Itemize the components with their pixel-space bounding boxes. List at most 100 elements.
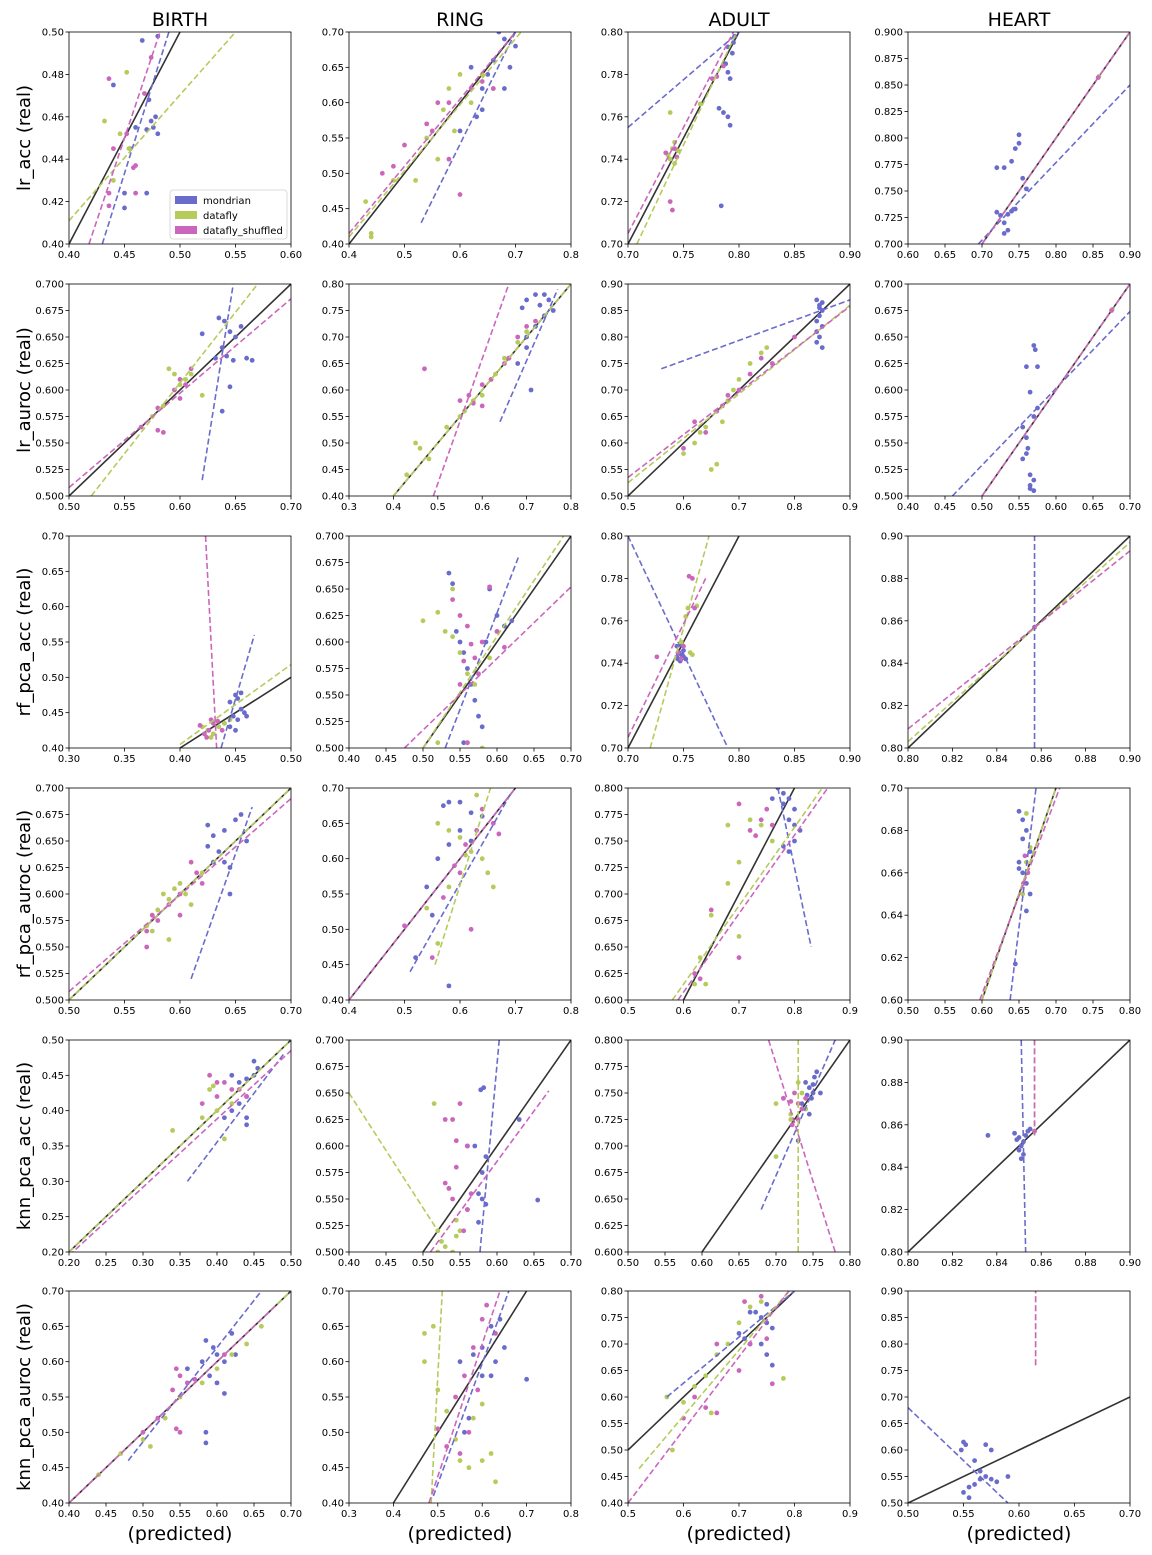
y-tick-label: 0.550	[315, 1195, 344, 1206]
point-datafly	[155, 907, 161, 913]
point-datafly	[708, 467, 714, 472]
point-mondrian	[235, 717, 241, 723]
point-datafly	[214, 1366, 220, 1372]
x-tick-label: 0.40	[169, 754, 191, 765]
point-datafly	[148, 1444, 153, 1449]
point-datafly	[229, 1101, 235, 1106]
y-tick-label: 0.575	[874, 412, 903, 423]
point-datafly_shuffled	[466, 1429, 472, 1435]
fit-line-datafly	[179, 663, 291, 746]
point-mondrian	[227, 724, 233, 730]
point-mondrian	[203, 1429, 209, 1435]
y-tick-label: 0.50	[322, 439, 344, 450]
fit-line-datafly	[349, 1092, 439, 1232]
point-mondrian	[1014, 1137, 1020, 1143]
x-tick-label: 0.45	[375, 754, 397, 765]
point-mondrian	[446, 983, 452, 989]
point-datafly_shuffled	[799, 1106, 805, 1112]
x-tick-label: 0.60	[280, 250, 302, 261]
point-datafly	[177, 881, 183, 886]
y-tick-label: 0.600	[594, 1248, 623, 1259]
point-mondrian	[764, 1301, 770, 1307]
y-tick-label: 0.40	[322, 996, 344, 1007]
point-mondrian	[450, 581, 455, 587]
point-datafly_shuffled	[681, 445, 686, 451]
point-mondrian	[185, 1366, 190, 1372]
plot-area	[701, 1040, 850, 1252]
point-mondrian	[988, 1447, 994, 1453]
point-datafly	[670, 1447, 675, 1453]
y-tick-label: 0.65	[42, 567, 64, 578]
point-datafly	[183, 891, 188, 897]
fit-line-mondrian	[444, 554, 520, 748]
x-tick-label: 0.50	[58, 1006, 80, 1017]
point-datafly	[435, 740, 441, 746]
point-mondrian	[153, 114, 158, 120]
y-tick-label: 0.80	[322, 280, 344, 291]
point-datafly	[446, 86, 452, 91]
y-tick-label: 0.700	[874, 240, 903, 251]
row-label: lr_acc (real)	[14, 85, 35, 191]
point-datafly_shuffled	[461, 1228, 467, 1234]
y-tick-label: 0.725	[594, 1115, 623, 1126]
fit-line-mondrian	[101, 32, 170, 244]
fit-line-datafly_shuffled	[628, 578, 707, 738]
point-mondrian	[1021, 1152, 1026, 1157]
point-mondrian	[446, 799, 452, 805]
identity-line	[69, 284, 291, 496]
point-datafly_shuffled	[214, 1094, 220, 1099]
x-tick-label: 0.45	[113, 250, 135, 261]
point-mondrian	[222, 1115, 227, 1121]
y-tick-label: 0.40	[322, 1499, 344, 1510]
point-datafly	[160, 891, 166, 897]
point-mondrian	[817, 305, 822, 311]
panel-background	[69, 536, 291, 748]
point-datafly	[731, 387, 736, 393]
point-datafly_shuffled	[479, 403, 485, 409]
point-datafly_shuffled	[465, 1143, 470, 1149]
y-tick-label: 0.86	[881, 616, 903, 627]
point-datafly	[479, 745, 485, 748]
point-datafly_shuffled	[736, 801, 742, 807]
fit-line-datafly_shuffled	[628, 32, 735, 234]
y-tick-label: 0.50	[42, 1428, 64, 1439]
point-mondrian	[1024, 364, 1029, 370]
point-mondrian	[1020, 817, 1026, 823]
point-mondrian	[222, 318, 227, 324]
y-tick-label: 0.525	[315, 717, 344, 728]
y-tick-label: 0.650	[594, 1195, 623, 1206]
point-datafly_shuffled	[185, 1380, 190, 1386]
x-tick-label: 0.70	[560, 754, 582, 765]
fit-line-mondrian	[777, 788, 812, 948]
y-tick-label: 0.50	[42, 1036, 64, 1047]
point-mondrian	[977, 1468, 983, 1474]
point-mondrian	[244, 713, 250, 719]
point-mondrian	[725, 114, 731, 120]
plot-area	[349, 1040, 571, 1252]
identity-line	[422, 536, 571, 748]
point-mondrian	[769, 1325, 775, 1331]
point-mondrian	[994, 209, 1000, 215]
point-mondrian	[470, 1352, 476, 1357]
point-datafly	[435, 1249, 441, 1252]
x-tick-label: 0.7	[731, 1006, 747, 1017]
point-datafly_shuffled	[435, 1426, 441, 1432]
point-mondrian	[1031, 414, 1037, 419]
point-datafly	[172, 371, 177, 377]
y-tick-label: 0.45	[322, 465, 344, 476]
point-datafly	[479, 1401, 485, 1407]
x-tick-label: 0.6	[452, 250, 468, 261]
point-mondrian	[1031, 343, 1037, 348]
x-tick-label: 0.65	[523, 1258, 545, 1269]
point-datafly	[725, 881, 731, 886]
x-tick-label: 0.5	[430, 1509, 446, 1520]
point-datafly_shuffled	[142, 91, 147, 96]
point-datafly	[188, 371, 194, 377]
y-tick-label: 0.700	[35, 784, 64, 795]
panel-background	[908, 1291, 1130, 1503]
y-tick-label: 0.675	[315, 558, 344, 569]
point-mondrian	[1005, 227, 1011, 233]
legend-label-datafly: datafly	[203, 211, 238, 222]
y-tick-label: 0.600	[874, 386, 903, 397]
point-datafly_shuffled	[692, 419, 697, 425]
